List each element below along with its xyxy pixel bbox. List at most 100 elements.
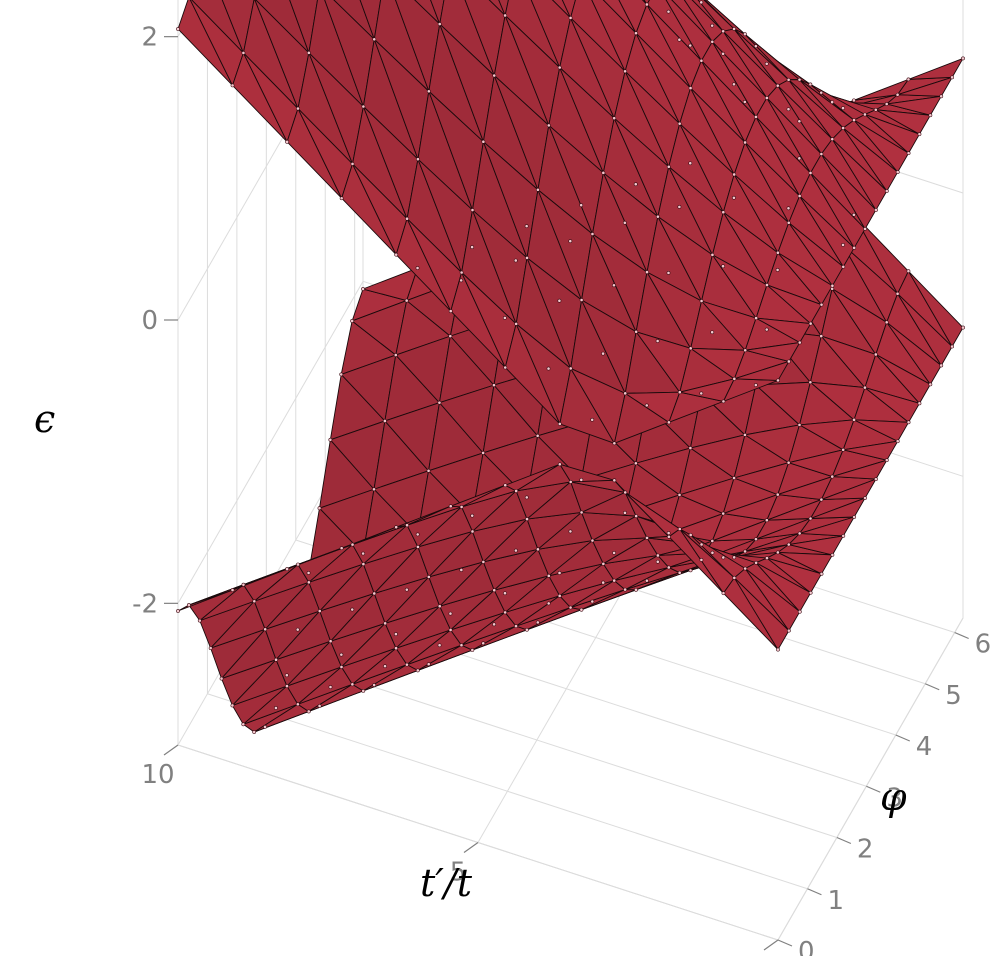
mesh-node <box>754 114 758 119</box>
y-tick-label: 1 <box>827 886 844 916</box>
mesh-node <box>492 73 497 78</box>
mesh-node <box>557 593 562 598</box>
mesh-node <box>372 591 377 596</box>
surface-facet <box>733 361 790 381</box>
mesh-node <box>699 299 704 303</box>
mesh-node <box>535 620 540 625</box>
surface-facet <box>788 222 844 287</box>
surface-layer <box>176 0 965 734</box>
mesh-node <box>950 344 955 349</box>
mesh-node <box>285 684 289 688</box>
mesh-node <box>568 529 573 534</box>
mesh-node <box>874 477 878 482</box>
mesh-node <box>372 683 377 687</box>
mesh-node <box>808 380 813 385</box>
mesh-node <box>634 514 639 519</box>
mesh-node <box>863 112 867 117</box>
x-tick-label: 10 <box>141 760 174 790</box>
mesh-node <box>797 609 802 614</box>
mesh-node <box>765 556 769 560</box>
mesh-node <box>764 327 769 332</box>
z-tick-label: 0 <box>141 306 158 336</box>
mesh-node <box>426 89 431 94</box>
surface-facet <box>733 577 790 651</box>
mesh-node <box>634 587 638 592</box>
mesh-node <box>295 627 300 632</box>
mesh-node <box>219 676 224 681</box>
mesh-node <box>699 391 704 396</box>
mesh-node <box>623 587 628 592</box>
mesh-node <box>448 334 453 339</box>
mesh-node <box>874 208 878 212</box>
mesh-node <box>404 298 409 303</box>
mesh-node <box>775 550 780 555</box>
mesh-node <box>808 516 813 521</box>
mesh-node <box>732 575 737 580</box>
mesh-node <box>743 566 748 571</box>
mesh-node <box>884 320 889 325</box>
mesh-node <box>612 478 617 483</box>
mesh-node <box>710 39 715 44</box>
mesh-node <box>426 468 431 473</box>
mesh-node <box>819 90 824 95</box>
mesh-node <box>623 391 628 396</box>
mesh-node <box>470 208 475 212</box>
mesh-node <box>513 548 518 553</box>
surface-facet <box>842 440 899 461</box>
y-tick-label: 0 <box>798 937 815 956</box>
mesh-node <box>230 588 235 592</box>
mesh-node <box>514 489 519 493</box>
mesh-node <box>623 510 627 515</box>
mesh-node <box>699 542 704 547</box>
mesh-node <box>775 267 780 272</box>
mesh-node <box>361 688 366 693</box>
mesh-node <box>546 123 551 128</box>
mesh-node <box>873 107 878 112</box>
mesh-node <box>579 477 584 482</box>
mesh-node <box>612 441 617 446</box>
mesh-node <box>688 446 693 450</box>
mesh-node <box>405 662 409 667</box>
mesh-node <box>176 27 180 31</box>
mesh-node <box>884 458 889 463</box>
mesh-node <box>786 628 791 633</box>
mesh-node <box>830 137 835 142</box>
surface-facet <box>777 551 833 575</box>
mesh-node <box>677 570 682 575</box>
mesh-node <box>459 278 464 283</box>
mesh-node <box>623 490 628 495</box>
y-tick-mark <box>866 785 881 793</box>
mesh-node <box>906 77 911 82</box>
mesh-node <box>873 352 878 357</box>
mesh-node <box>841 534 846 538</box>
mesh-node <box>841 447 846 452</box>
mesh-node <box>623 69 628 74</box>
mesh-node <box>328 685 333 689</box>
mesh-node <box>732 555 737 560</box>
mesh-node <box>819 497 824 502</box>
mesh-node <box>895 439 900 444</box>
mesh-node <box>230 83 235 88</box>
mesh-node <box>252 730 257 734</box>
mesh-node <box>699 58 704 63</box>
mesh-node <box>317 506 322 511</box>
mesh-node <box>666 531 671 535</box>
mesh-node <box>579 607 584 612</box>
surface-facet <box>777 252 833 306</box>
mesh-node <box>699 557 704 562</box>
mesh-node <box>448 628 453 632</box>
mesh-node <box>939 363 944 368</box>
mesh-node <box>754 316 759 321</box>
surface-facet <box>875 109 931 135</box>
mesh-node <box>667 534 671 539</box>
mesh-node <box>339 652 344 657</box>
mesh-node <box>197 618 202 623</box>
mesh-node <box>426 575 431 579</box>
mesh-node <box>819 571 824 576</box>
mesh-node <box>394 632 398 636</box>
mesh-node <box>797 156 802 161</box>
mesh-node <box>721 511 726 516</box>
mesh-node <box>448 504 453 509</box>
mesh-node <box>546 366 551 371</box>
